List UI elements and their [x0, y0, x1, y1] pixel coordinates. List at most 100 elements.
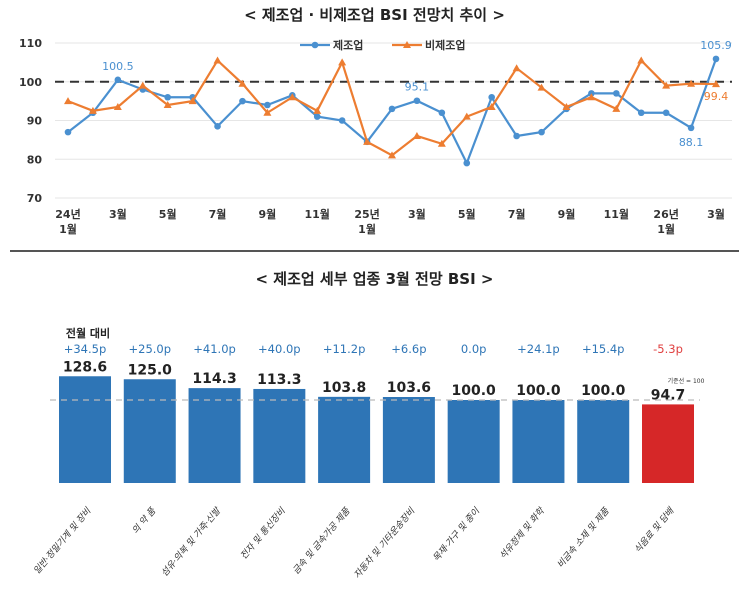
x-tick-label: 25년 — [354, 207, 379, 221]
data-point — [188, 97, 197, 105]
category-label: 비금속 소재 및 제품 — [555, 505, 612, 570]
change-label: +41.0p — [193, 342, 236, 356]
data-point — [214, 123, 221, 130]
y-tick-label: 80 — [27, 153, 43, 166]
legend-label: 비제조업 — [425, 38, 465, 52]
x-tick-label: 1월 — [358, 222, 376, 236]
data-label: 105.9 — [700, 39, 732, 52]
data-point — [712, 80, 720, 88]
data-point — [163, 101, 172, 108]
bar-2 — [123, 379, 176, 483]
value-label: 114.3 — [192, 371, 236, 387]
data-point — [388, 151, 396, 159]
change-label: +11.2p — [323, 342, 366, 356]
data-point — [338, 58, 347, 66]
data-point — [437, 139, 446, 147]
value-label: 128.6 — [63, 359, 107, 375]
x-tick-label: 3월 — [707, 207, 725, 221]
bar-7 — [447, 400, 500, 483]
legend-marker — [403, 41, 411, 48]
bar-1 — [59, 376, 111, 483]
category-label: 의 약 품 — [130, 505, 159, 536]
value-label: 100.0 — [516, 383, 561, 399]
value-label: 125.0 — [128, 362, 173, 378]
x-tick-label: 5월 — [458, 207, 476, 221]
x-tick-label: 1월 — [59, 222, 77, 236]
data-point — [637, 109, 645, 117]
data-point — [463, 159, 471, 167]
data-point — [64, 97, 72, 105]
data-point — [263, 108, 272, 116]
change-label: +25.0p — [129, 342, 172, 356]
category-label: 일반·정밀기계 및 장비 — [31, 505, 93, 576]
data-point — [687, 79, 696, 87]
bar-8 — [512, 400, 565, 483]
data-point — [363, 137, 372, 145]
y-tick-label: 70 — [27, 192, 43, 205]
x-tick-label: 1월 — [657, 222, 675, 236]
value-label: 103.8 — [322, 380, 366, 396]
data-label: 100.5 — [102, 60, 134, 73]
data-point — [512, 64, 521, 72]
data-point — [712, 55, 720, 63]
category-label: 전자 및 통신장비 — [238, 505, 288, 561]
data-point — [662, 81, 671, 89]
data-point — [113, 102, 122, 110]
change-label: +40.0p — [258, 342, 301, 356]
x-tick-label: 9월 — [258, 207, 276, 221]
line-chart-title: < 제조업 · 비제조업 BSI 전망치 추이 > — [244, 6, 505, 24]
data-point — [388, 105, 396, 113]
legend-marker — [311, 41, 319, 49]
change-label: +6.6p — [391, 342, 426, 356]
section-divider — [10, 250, 739, 252]
bar-5 — [318, 396, 371, 483]
category-label: 자동차 및 기타운송장비 — [352, 505, 418, 580]
legend-label: 제조업 — [333, 38, 363, 52]
x-tick-label: 5월 — [159, 207, 177, 221]
data-label: 99.4 — [704, 90, 729, 103]
category-label: 식음료 및 담배 — [632, 505, 677, 556]
bar-10 — [642, 404, 694, 483]
bar-6 — [382, 397, 435, 483]
change-label: -5.3p — [653, 342, 683, 356]
reference-label: 기준선 = 100 — [668, 377, 705, 385]
data-point — [412, 132, 421, 139]
x-tick-label: 11월 — [604, 207, 629, 221]
value-label: 103.6 — [387, 380, 431, 396]
value-label: 113.3 — [257, 372, 301, 388]
category-label: 석유정제 및 화학 — [497, 505, 547, 562]
change-label: +15.4p — [582, 342, 625, 356]
data-point — [264, 101, 271, 109]
x-tick-label: 7월 — [508, 207, 526, 221]
data-point — [587, 93, 596, 101]
data-point — [462, 112, 471, 120]
data-point — [613, 90, 620, 97]
data-point — [662, 109, 670, 117]
data-point — [114, 76, 122, 84]
x-tick-label: 3월 — [109, 207, 127, 221]
data-point — [238, 79, 247, 87]
data-point — [562, 102, 571, 110]
y-tick-label: 90 — [27, 115, 43, 128]
data-point — [612, 104, 621, 112]
data-point — [438, 109, 446, 117]
data-point — [488, 93, 495, 101]
category-label: 목재·가구 및 종이 — [431, 505, 483, 564]
data-point — [213, 56, 222, 64]
data-point — [239, 97, 246, 105]
data-label: 88.1 — [679, 136, 704, 149]
change-header: 전월 대비 — [66, 326, 110, 340]
data-point — [138, 81, 147, 89]
data-point — [88, 106, 97, 114]
data-point — [413, 97, 421, 105]
change-label: 0.0p — [461, 342, 487, 356]
bar-4 — [253, 388, 306, 483]
data-point — [338, 117, 346, 124]
bar-chart-title: < 제조업 세부 업종 3월 전망 BSI > — [255, 270, 494, 288]
value-label: 94.7 — [651, 387, 686, 403]
data-point — [537, 83, 546, 91]
y-tick-label: 100 — [19, 76, 42, 89]
x-tick-label: 3월 — [408, 207, 426, 221]
bar-9 — [577, 400, 630, 483]
